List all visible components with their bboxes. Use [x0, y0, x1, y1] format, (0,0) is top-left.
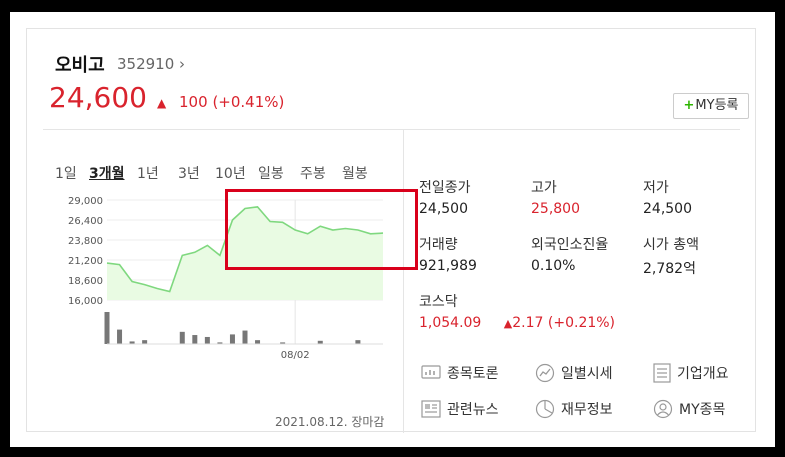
y-tick-label: 18,600 [68, 276, 103, 287]
chevron-right-icon: › [179, 55, 186, 73]
index-change-percent: (+0.21%) [547, 315, 616, 331]
change-percent: (+0.41%) [212, 93, 285, 111]
stat-volume: 거래량 921,989 [419, 234, 529, 274]
kosdaq-index: 코스닥 1,054.09 ▲2.17 (+0.21%) [419, 291, 615, 331]
volume-bar [255, 340, 261, 344]
up-arrow-icon: ▲ [503, 317, 513, 330]
plus-icon: + [683, 98, 695, 113]
stat-value: 24,500 [419, 201, 468, 217]
y-tick-label: 23,800 [68, 236, 103, 247]
highlight-box [225, 189, 418, 270]
news-icon [421, 400, 441, 418]
link-related-news[interactable]: 관련뉴스 [421, 399, 499, 419]
y-tick-label: 26,400 [68, 216, 103, 227]
y-tick-label: 29,000 [68, 196, 103, 207]
stat-label: 전일종가 [419, 180, 471, 196]
stat-foreign-rate: 외국인소진율 0.10% [531, 234, 641, 274]
x-tick-label: 08/02 [281, 350, 310, 361]
stock-card: 오비고 352910 › 24,600 ▲ 100 (+0.41%) +MY등록… [26, 28, 756, 433]
my-register-button[interactable]: +MY등록 [673, 93, 749, 119]
index-label: 코스닥 [419, 294, 458, 310]
stock-code[interactable]: 352910 › [117, 55, 185, 73]
stock-name[interactable]: 오비고 [55, 55, 105, 76]
price-chart[interactable]: 29,000 26,400 23,800 21,200 18,600 16,000 08/0… [45, 194, 390, 374]
stat-low: 저가 24,500 [643, 177, 753, 217]
volume-bar [192, 335, 198, 344]
window-frame: 오비고 352910 › 24,600 ▲ 100 (+0.41%) +MY등록… [10, 12, 775, 447]
volume-bar [179, 331, 185, 344]
stat-value: 24,500 [643, 201, 692, 217]
tab-1d[interactable]: 1일 [55, 166, 77, 182]
pie-icon [535, 399, 555, 419]
up-arrow-icon: ▲ [157, 96, 167, 110]
stat-value: 0.10% [531, 258, 576, 274]
stat-prev-close: 전일종가 24,500 [419, 177, 529, 217]
market-close-date: 2021.08.12. 장마감 [275, 415, 385, 429]
stat-label: 시가 총액 [643, 237, 699, 253]
current-price: 24,600 [49, 81, 147, 114]
quick-links: 종목토론 일별시세 기업개요 [421, 363, 751, 433]
link-label: 관련뉴스 [447, 402, 499, 418]
link-label: 일별시세 [561, 366, 613, 382]
stat-label: 거래량 [419, 237, 458, 253]
chat-icon [421, 365, 441, 379]
link-financial-info[interactable]: 재무정보 [535, 399, 613, 419]
volume-bar [355, 340, 361, 344]
chart-svg: 29,000 26,400 23,800 21,200 18,600 16,000 08/0… [68, 196, 384, 361]
link-my-stocks[interactable]: MY종목 [653, 399, 725, 419]
list-icon [653, 363, 671, 383]
divider [43, 129, 740, 130]
trend-icon [535, 363, 555, 383]
volume-bar [142, 340, 148, 344]
link-company-overview[interactable]: 기업개요 [653, 363, 729, 383]
price-change: ▲ 100 (+0.41%) [157, 93, 284, 111]
index-value: 1,054.09 [419, 315, 482, 331]
tab-3m[interactable]: 3개월 [89, 166, 125, 182]
y-tick-label: 16,000 [68, 296, 103, 307]
y-tick-label: 21,200 [68, 256, 103, 267]
stat-value: 921,989 [419, 258, 477, 274]
volume-bar [204, 336, 210, 344]
divider [403, 129, 404, 433]
my-register-label: MY등록 [695, 98, 739, 113]
stat-high: 고가 25,800 [531, 177, 641, 217]
stat-market-cap: 시가 총액 2,782억 [643, 234, 753, 278]
stats-grid: 전일종가 24,500 고가 25,800 저가 24,500 거래량 921,… [419, 177, 749, 327]
link-discussion[interactable]: 종목토론 [421, 363, 499, 383]
link-label: MY종목 [679, 402, 726, 418]
tab-monthly[interactable]: 월봉 [342, 166, 368, 182]
tab-1y[interactable]: 1년 [137, 166, 159, 182]
index-value-row: 1,054.09 ▲2.17 (+0.21%) [419, 315, 615, 331]
stat-value: 2,782억 [643, 261, 696, 277]
user-icon [653, 399, 673, 419]
volume-bar [317, 340, 323, 344]
tab-10y[interactable]: 10년 [215, 166, 246, 182]
tab-weekly[interactable]: 주봉 [300, 166, 326, 182]
stat-label: 고가 [531, 180, 557, 196]
link-label: 기업개요 [677, 366, 729, 382]
tab-3y[interactable]: 3년 [178, 166, 200, 182]
volume-bar [104, 312, 110, 344]
stock-code-text: 352910 [117, 55, 175, 73]
volume-bar [242, 330, 248, 344]
link-label: 종목토론 [447, 366, 499, 382]
link-daily-quote[interactable]: 일별시세 [535, 363, 613, 383]
stat-value: 25,800 [531, 201, 580, 217]
link-label: 재무정보 [561, 402, 613, 418]
change-amount: 100 [179, 93, 208, 111]
price-line [106, 206, 384, 293]
index-change: 2.17 [512, 315, 544, 331]
volume-bar [117, 329, 123, 344]
stat-label: 저가 [643, 180, 669, 196]
volume-bar [217, 342, 223, 344]
stat-label: 외국인소진율 [531, 237, 609, 253]
volume-bar [129, 341, 135, 344]
tab-daily[interactable]: 일봉 [258, 166, 284, 182]
volume-bar [229, 334, 235, 344]
volume-bar [280, 342, 286, 344]
